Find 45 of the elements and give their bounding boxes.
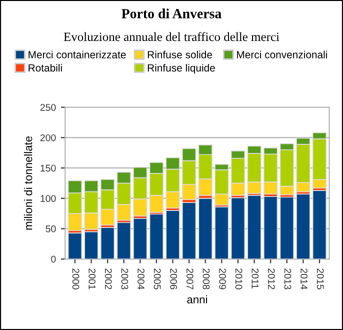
x-tick-label: 2001 — [88, 268, 96, 290]
legend-label: Merci convenzionali — [237, 50, 327, 58]
legend-label: Rotabili — [28, 64, 62, 72]
bar — [198, 198, 212, 260]
x-tick-label: 2011 — [252, 268, 259, 289]
y-tick-label: 50 — [46, 225, 56, 232]
x-tick-label: 2005 — [154, 268, 161, 290]
x-tick-label: 2013 — [284, 268, 292, 290]
bar — [182, 202, 196, 260]
x-axis-title: anni — [187, 295, 207, 304]
x-tick-label: 2009 — [219, 268, 226, 290]
bar — [116, 222, 131, 260]
x-tick-label: 2012 — [268, 268, 275, 290]
y-tick-label: 200 — [40, 134, 56, 142]
x-tick-label: 2003 — [121, 268, 128, 290]
x-tick-label: 2004 — [138, 268, 144, 290]
x-tick-label: 2007 — [186, 268, 194, 290]
bar — [84, 231, 98, 260]
y-tick-label: 0 — [51, 256, 56, 263]
x-tick-label: 2000 — [72, 268, 80, 290]
bar — [263, 196, 278, 260]
legend-label: Rinfuse liquide — [148, 64, 215, 74]
bar — [68, 232, 82, 260]
chart-subtitle: Evoluzione annuale del traffico delle merci — [64, 32, 280, 42]
legend-label: Rinfuse solide — [148, 50, 212, 58]
bar — [100, 227, 115, 260]
bar — [280, 196, 294, 260]
x-tick-label: 2006 — [170, 268, 178, 290]
bar — [166, 210, 180, 260]
bar — [230, 197, 246, 260]
bar — [312, 190, 327, 260]
legend-label: Merci containerizzate — [28, 50, 126, 58]
y-tick-label: 150 — [40, 164, 56, 172]
y-axis-title: milioni di tonnellate — [24, 136, 32, 230]
x-tick-label: 2014 — [300, 268, 308, 290]
bar — [133, 218, 148, 260]
y-tick-label: 100 — [40, 195, 56, 202]
bar — [296, 194, 310, 260]
x-tick-label: 2010 — [235, 268, 242, 290]
x-tick-label: 2008 — [202, 268, 210, 290]
bar — [149, 214, 164, 260]
x-tick-label: 2002 — [104, 268, 112, 290]
y-tick-label: 250 — [40, 104, 56, 111]
x-tick-label: 2015 — [316, 268, 324, 290]
chart-title: Porto di Anversa — [122, 8, 222, 18]
